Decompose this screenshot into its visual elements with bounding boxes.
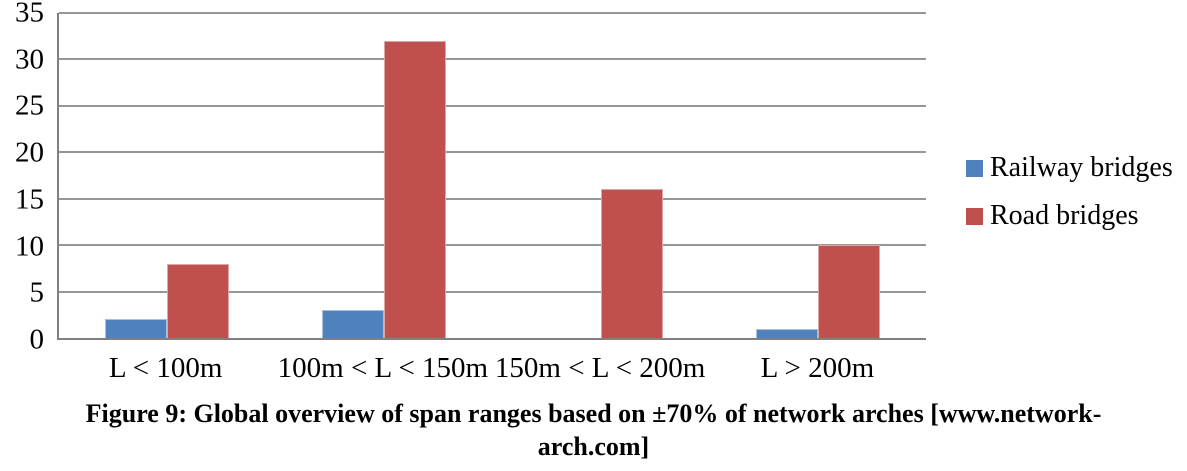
gridline-35 xyxy=(59,12,926,14)
x-category-label-1: L < 100m xyxy=(108,352,223,384)
legend-swatch-icon xyxy=(966,159,983,177)
legend-item-railway-bridges: Railway bridges xyxy=(966,151,1173,185)
y-tick-label-5: 5 xyxy=(29,276,45,309)
y-tick-label-20: 20 xyxy=(15,136,44,169)
y-tick-label-15: 15 xyxy=(15,183,44,216)
plot-area xyxy=(57,12,926,340)
legend-item-road-bridges: Road bridges xyxy=(966,199,1173,233)
y-tick-label-35: 35 xyxy=(15,0,44,29)
bar-railway-bridges-1 xyxy=(105,319,168,338)
y-tick-label-30: 30 xyxy=(15,43,44,76)
bar-road-bridges-2 xyxy=(384,40,447,338)
legend-label: Railway bridges xyxy=(990,152,1173,183)
y-tick-label-0: 0 xyxy=(29,323,45,356)
gridline-30 xyxy=(59,58,926,61)
y-tick-label-10: 10 xyxy=(15,230,44,263)
x-category-label-2: 100m < L < 150m xyxy=(277,352,489,384)
gridline-5 xyxy=(59,290,926,293)
bar-road-bridges-1 xyxy=(167,263,230,338)
x-category-label-4: L > 200m xyxy=(760,352,875,384)
legend-label: Road bridges xyxy=(990,200,1139,231)
bar-road-bridges-4 xyxy=(817,245,880,338)
bar-group-1 xyxy=(59,13,276,338)
figure-caption-line-2: arch.com] xyxy=(537,432,650,461)
bar-group-4 xyxy=(709,13,926,338)
bar-road-bridges-3 xyxy=(600,189,663,338)
gridline-10 xyxy=(59,244,926,247)
bar-group-2 xyxy=(276,13,493,338)
gridline-15 xyxy=(59,197,926,200)
y-tick-label-25: 25 xyxy=(15,89,44,122)
bar-group-3 xyxy=(493,13,710,338)
figure-caption: Figure 9: Global overview of span ranges… xyxy=(0,397,1187,463)
legend-swatch-icon xyxy=(966,207,983,225)
bar-railway-bridges-2 xyxy=(322,310,385,338)
gridline-20 xyxy=(59,151,926,154)
x-axis: L < 100m 100m < L < 150m 150m < L < 200m L … xyxy=(57,342,926,385)
x-category-label-3: 150m < L < 200m xyxy=(494,352,706,384)
span-ranges-bar-chart: 0 5 10 15 20 25 30 35 L < 100m 100m < L < 150m 15… xyxy=(0,0,1173,385)
y-axis: 0 5 10 15 20 25 30 35 xyxy=(0,0,45,354)
gridline-25 xyxy=(59,104,926,107)
legend: Railway bridges Road bridges xyxy=(966,151,1173,247)
bar-railway-bridges-4 xyxy=(755,328,818,338)
figure-caption-line-1: Figure 9: Global overview of span ranges… xyxy=(85,399,1102,428)
